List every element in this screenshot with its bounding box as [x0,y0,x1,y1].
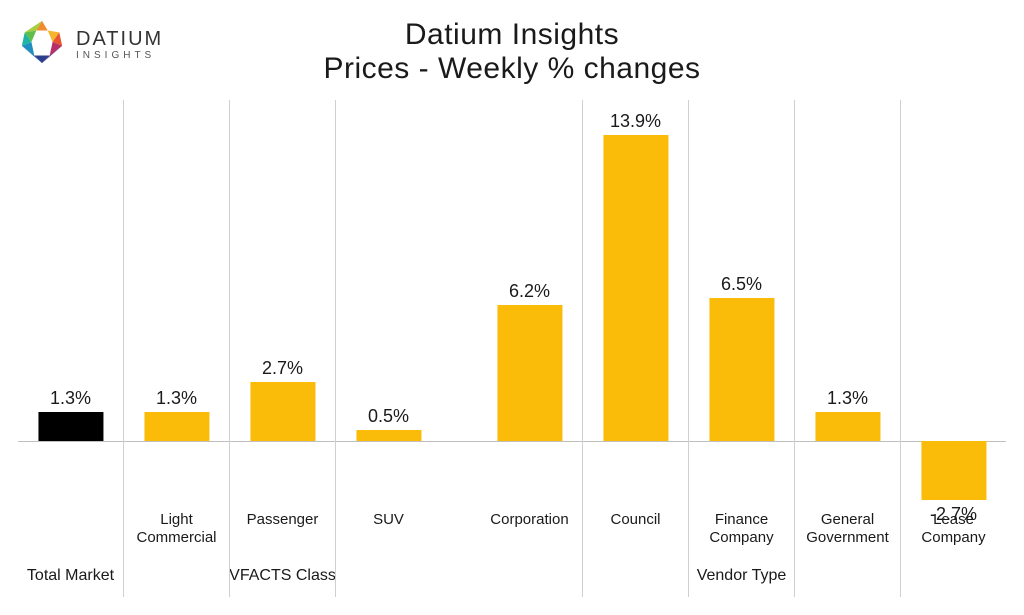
bar-suv [356,430,421,441]
bar-column: -2.7% [901,100,1006,507]
bar-column: 1.3% [795,100,900,507]
brand-logo: DATIUM INSIGHTS [18,18,163,71]
group-label-vfacts-class: VFACTS Class [124,567,441,585]
bar-column: 2.7% [230,100,335,507]
bar-lease-company [921,441,986,500]
category-label: Passenger [245,507,321,529]
bar-column: 6.5% [689,100,794,507]
bar-value-label: 6.5% [721,274,762,295]
bar-value-label: 13.9% [610,111,661,132]
group-axis: Total MarketVFACTS Class Vendor Type [18,567,1006,591]
tall-separator [335,100,336,597]
group-label-total-market: Total Market [18,567,123,585]
logo-icon [18,18,66,71]
tall-separator [229,100,230,597]
bar-value-label: 2.7% [262,358,303,379]
category-label: Lease Company [901,507,1006,547]
page-root: DATIUM INSIGHTS Datium Insights Prices -… [0,0,1024,615]
bar-council [603,135,668,441]
bar-value-label: 6.2% [509,281,550,302]
group-label-vendor-type: Vendor Type [477,567,1006,585]
tall-separator [688,100,689,597]
tall-separator [900,100,901,597]
bar-value-label: 1.3% [156,388,197,409]
category-label [69,507,73,511]
logo-word: DATIUM [76,29,163,49]
bar-column: 1.3% [18,100,123,507]
category-label: Corporation [488,507,570,529]
group-gap [441,100,477,507]
bar-value-label: 0.5% [368,406,409,427]
category-label: SUV [371,507,406,529]
bar-light-commercial [144,412,209,441]
bar-passenger [250,382,315,441]
category-label: General Government [795,507,900,547]
logo-subword: INSIGHTS [76,51,163,61]
bar-finance-company [709,298,774,441]
bar-column: 13.9% [583,100,688,507]
bar-value-label: 1.3% [50,388,91,409]
tall-separator [123,100,124,597]
bar-column: 1.3% [124,100,229,507]
category-label: Finance Company [689,507,794,547]
bar-total [38,412,103,441]
tall-separator [794,100,795,597]
bar-value-label: 1.3% [827,388,868,409]
category-label: Council [608,507,662,529]
plot-area: 1.3% 1.3% 2.7% 0.5% 6.2% 13.9% 6.5% 1.3% -2.7% [18,100,1006,507]
bar-column: 6.2% [477,100,582,507]
tall-separator [582,100,583,597]
bar-general-government [815,412,880,441]
bar-column: 0.5% [336,100,441,507]
bar-corporation [497,305,562,441]
chart: 1.3% 1.3% 2.7% 0.5% 6.2% 13.9% 6.5% 1.3% -2.7% L… [18,100,1006,597]
category-label: Light Commercial [124,507,229,547]
